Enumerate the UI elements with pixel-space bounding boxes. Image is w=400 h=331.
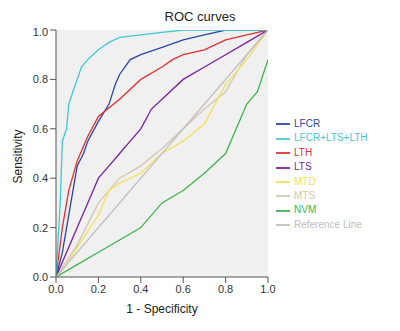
svg-text:0.2: 0.2 xyxy=(91,283,106,295)
svg-text:0.6: 0.6 xyxy=(33,123,48,135)
svg-text:Sensitivity: Sensitivity xyxy=(11,129,25,183)
html-text:MTS: MTS xyxy=(294,189,316,201)
svg-text:0.8: 0.8 xyxy=(33,73,48,85)
html-text:ROC curves: ROC curves xyxy=(164,9,236,24)
html-text:LTH: LTH xyxy=(294,146,313,158)
html-text:LFCR+LTS+LTH: LFCR+LTS+LTH xyxy=(294,132,368,144)
html-text:NVM: NVM xyxy=(294,204,317,216)
svg-text:0.4: 0.4 xyxy=(33,172,48,184)
svg-text:0.4: 0.4 xyxy=(133,283,148,295)
html-text:Reference Line: Reference Line xyxy=(294,218,362,230)
svg-text:0.0: 0.0 xyxy=(33,271,48,283)
html-text:LFCR: LFCR xyxy=(294,118,321,130)
svg-text:1 - Specificity: 1 - Specificity xyxy=(126,302,197,316)
svg-text:1.0: 1.0 xyxy=(33,26,48,38)
svg-text:1.0: 1.0 xyxy=(260,283,275,295)
html-text:MTD: MTD xyxy=(294,175,316,187)
svg-text:0.8: 0.8 xyxy=(218,283,233,295)
svg-text:0.0: 0.0 xyxy=(48,283,63,295)
svg-text:0.2: 0.2 xyxy=(33,222,48,234)
svg-text:0.6: 0.6 xyxy=(176,283,191,295)
html-text:LTS: LTS xyxy=(294,161,312,173)
